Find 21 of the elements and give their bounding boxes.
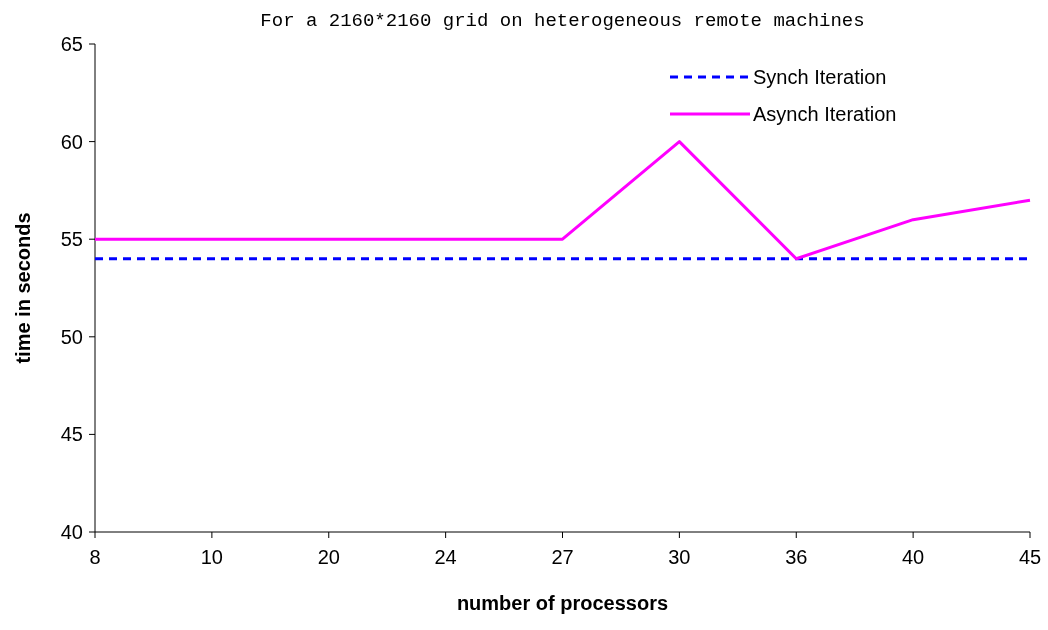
- y-tick-label: 45: [60, 423, 83, 446]
- x-tick-label: 10: [200, 546, 223, 568]
- y-tick-label: 60: [60, 130, 83, 153]
- x-tick-label: 45: [1018, 546, 1042, 568]
- y-tick-label: 50: [60, 325, 83, 348]
- x-tick-label: 24: [434, 546, 457, 568]
- y-tick-label: 40: [60, 521, 83, 543]
- line-series: [93, 140, 1032, 261]
- legend-label: Asynch Iteration: [753, 103, 897, 125]
- chart-title: For a 2160*2160 grid on heterogeneous remote machines: [260, 10, 865, 32]
- y-tick-label: 55: [60, 228, 83, 251]
- x-tick-label: 8: [89, 546, 101, 568]
- x-tick-label: 30: [668, 546, 691, 568]
- x-tick-label: 27: [551, 546, 574, 568]
- x-tick-label: 36: [785, 546, 808, 568]
- y-axis-title: time in seconds: [12, 212, 34, 364]
- legend-label: Synch Iteration: [753, 66, 887, 88]
- y-tick-label: 65: [60, 33, 83, 55]
- x-tick-label: 20: [317, 546, 340, 568]
- x-tick-label: 40: [902, 546, 925, 568]
- x-axis-title: number of processors: [456, 592, 669, 614]
